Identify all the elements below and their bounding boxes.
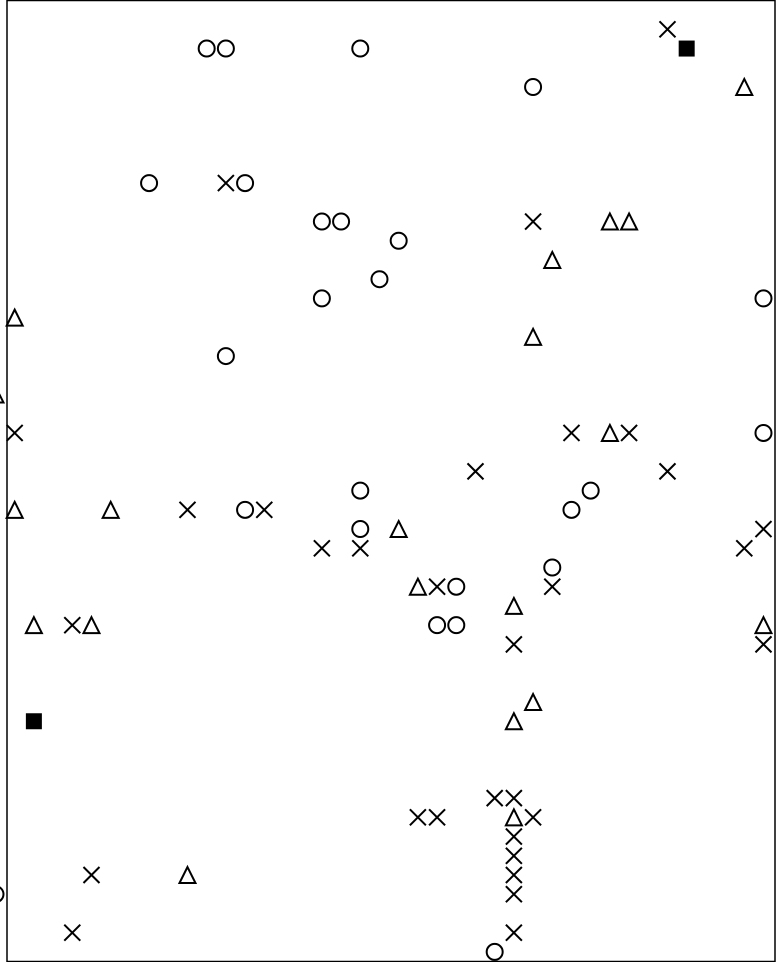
marker-circle-9 [389, 231, 408, 250]
marker-cross-8 [658, 462, 677, 481]
marker-cross-2 [217, 174, 235, 192]
marker-cross-16 [543, 578, 561, 596]
marker-cross-11 [754, 520, 773, 538]
marker-triangle-16 [753, 614, 774, 635]
marker-circle-11 [312, 289, 331, 308]
marker-circle-21 [447, 577, 466, 596]
marker-triangle-4 [542, 249, 562, 269]
marker-circle-5 [140, 174, 159, 193]
marker-circle-18 [562, 500, 581, 519]
marker-square-1 [678, 40, 695, 57]
marker-cross-19 [754, 635, 773, 654]
marker-cross-24 [524, 808, 542, 827]
marker-triangle-14 [24, 614, 44, 635]
marker-triangle-7 [0, 393, 6, 404]
marker-circle-20 [543, 558, 562, 577]
marker-triangle-8 [600, 422, 620, 442]
marker-cross-29 [505, 885, 523, 903]
marker-triangle-2 [600, 211, 620, 231]
marker-triangle-11 [389, 518, 409, 539]
marker-cross-15 [428, 578, 446, 596]
marker-triangle-6 [523, 326, 543, 346]
marker-triangle-9 [5, 499, 25, 519]
marker-cross-4 [5, 424, 24, 442]
marker-circle-7 [312, 212, 331, 231]
marker-cross-13 [351, 539, 369, 557]
marker-cross-28 [82, 866, 101, 884]
marker-triangle-20 [177, 864, 198, 885]
marker-cross-14 [735, 539, 753, 557]
marker-cross-26 [505, 847, 523, 865]
marker-cross-18 [505, 635, 523, 654]
marker-cross-23 [428, 808, 446, 827]
marker-cross-3 [524, 212, 542, 231]
marker-circle-19 [351, 520, 370, 539]
data-markers [0, 20, 774, 961]
marker-cross-10 [255, 501, 273, 519]
marker-circle-4 [524, 77, 543, 96]
marker-cross-22 [409, 808, 427, 827]
marker-cross-30 [63, 923, 81, 942]
marker-cross-25 [505, 827, 523, 846]
plot-frame [6, 0, 776, 962]
marker-circle-22 [428, 616, 447, 635]
marker-cross-5 [562, 424, 581, 442]
marker-triangle-15 [81, 614, 102, 635]
marker-circle-13 [216, 347, 235, 366]
marker-triangle-19 [504, 807, 524, 827]
marker-circle-2 [216, 39, 235, 58]
marker-circle-25 [485, 942, 504, 961]
marker-triangle-1 [734, 76, 754, 96]
marker-circle-15 [351, 481, 370, 500]
marker-cross-21 [505, 789, 523, 807]
marker-triangle-3 [619, 211, 639, 231]
marker-triangle-13 [504, 595, 524, 615]
marker-circle-8 [332, 212, 351, 231]
marker-triangle-5 [5, 307, 25, 327]
marker-circle-17 [236, 500, 255, 519]
marker-cross-6 [620, 424, 638, 442]
marker-triangle-10 [101, 499, 121, 519]
marker-circle-10 [370, 270, 389, 289]
marker-circle-24 [0, 886, 5, 903]
marker-circle-14 [754, 423, 773, 442]
marker-circle-12 [754, 289, 773, 308]
marker-square-2 [25, 713, 42, 730]
marker-circle-23 [447, 616, 466, 635]
marker-triangle-12 [408, 576, 428, 596]
marker-circle-6 [236, 174, 255, 193]
marker-circle-16 [581, 481, 600, 500]
marker-cross-27 [505, 866, 523, 884]
marker-cross-31 [505, 923, 523, 942]
marker-cross-17 [63, 616, 81, 634]
marker-circle-1 [197, 39, 216, 58]
marker-triangle-18 [504, 711, 524, 731]
marker-cross-20 [485, 789, 504, 807]
marker-cross-7 [466, 462, 485, 481]
marker-cross-1 [658, 20, 677, 39]
marker-circle-3 [351, 39, 370, 58]
marker-cross-9 [178, 501, 197, 519]
marker-triangle-17 [523, 691, 543, 712]
marker-cross-12 [313, 539, 331, 557]
